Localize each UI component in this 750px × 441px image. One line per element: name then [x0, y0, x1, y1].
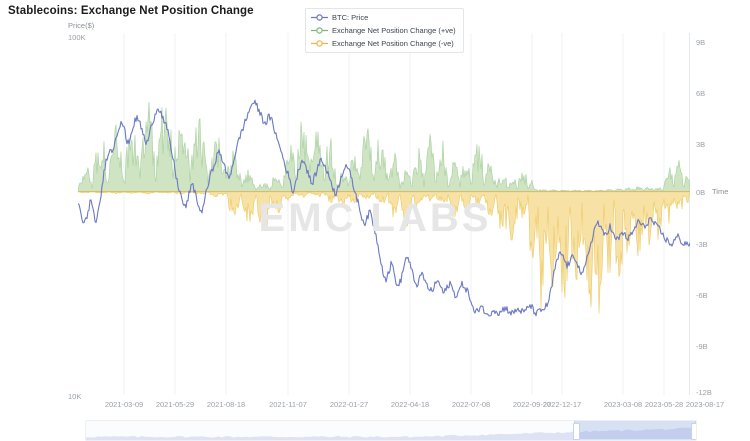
slider-preview-chart — [86, 427, 696, 440]
y-tick-left-top: 100K — [68, 33, 86, 42]
x-tick-6: 2022-07-08 — [451, 400, 491, 409]
x-tick-3: 2021-11-07 — [269, 400, 307, 409]
line-circle-marker-icon — [311, 27, 328, 34]
y-tick-right-n3b: -3B — [696, 240, 708, 249]
chart-plot-area — [78, 33, 690, 395]
chart-svg — [78, 33, 690, 395]
page-title: Stablecoins: Exchange Net Position Chang… — [8, 5, 254, 17]
legend-item-btc-price[interactable]: BTC: Price — [311, 12, 456, 23]
y-tick-right-n6b: -6B — [696, 291, 708, 300]
x-tick-5: 2022-04-18 — [390, 400, 430, 409]
y-tick-right-n9b: -9B — [696, 342, 708, 351]
line-circle-marker-icon — [311, 40, 328, 47]
y-tick-right-6b: 6B — [696, 89, 706, 98]
slider-selection[interactable] — [574, 421, 696, 439]
x-tick-7: 2022-09-27 — [512, 400, 552, 409]
time-range-slider[interactable] — [85, 420, 697, 441]
x-axis-title: Time — [712, 187, 729, 196]
y-tick-right-3b: 3B — [696, 140, 706, 149]
slider-handle-right[interactable] — [691, 423, 696, 440]
legend-label: Exchange Net Position Change (-ve) — [332, 39, 454, 48]
x-tick-10: 2023-05-28 — [644, 400, 684, 409]
y-tick-right-n12b: -12B — [696, 388, 712, 397]
y-axis-title: Price($) — [68, 21, 95, 30]
legend-item-net-position-positive[interactable]: Exchange Net Position Change (+ve) — [311, 25, 456, 36]
line-circle-marker-icon — [311, 14, 328, 21]
x-tick-9: 2023-03-08 — [603, 400, 643, 409]
x-tick-8: 2022-12-17 — [542, 400, 582, 409]
y-tick-left-bottom: 10K — [68, 392, 82, 401]
chart-legend: BTC: Price Exchange Net Position Change … — [305, 8, 464, 53]
legend-label: BTC: Price — [332, 13, 369, 22]
y-tick-right-9b: 9B — [696, 38, 706, 47]
slider-handle-left[interactable] — [573, 423, 580, 440]
x-tick-2: 2021-08-18 — [206, 400, 246, 409]
x-tick-4: 2022-01-27 — [329, 400, 369, 409]
legend-item-net-position-negative[interactable]: Exchange Net Position Change (-ve) — [311, 38, 456, 49]
x-tick-0: 2021-03-09 — [104, 400, 144, 409]
y-tick-right-0b: 0B — [696, 188, 706, 197]
legend-label: Exchange Net Position Change (+ve) — [332, 26, 456, 35]
x-tick-11: 2023-08-17 — [685, 400, 725, 409]
x-tick-1: 2021-05-29 — [155, 400, 195, 409]
